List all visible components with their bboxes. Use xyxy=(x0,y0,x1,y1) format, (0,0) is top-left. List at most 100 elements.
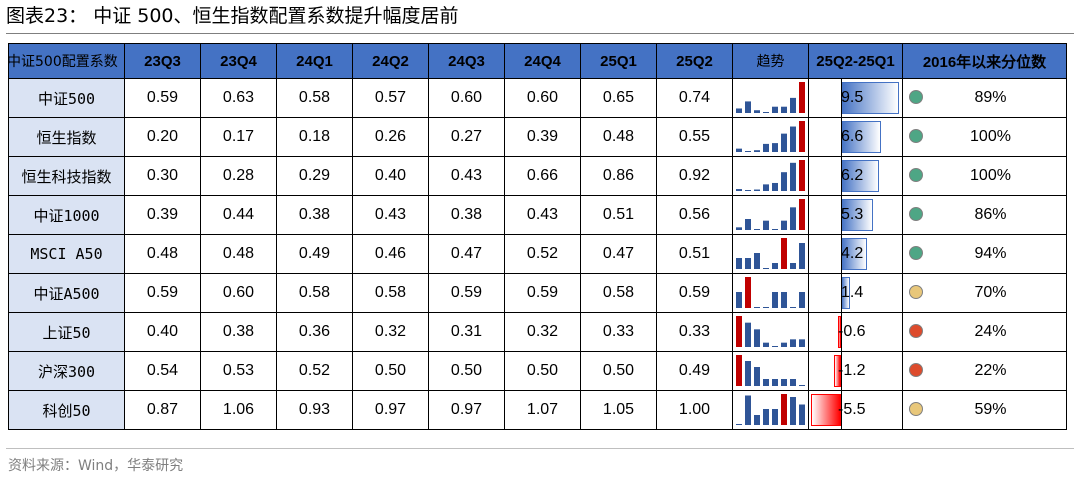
sparkline-bar xyxy=(772,143,778,152)
delta-value: -1.2 xyxy=(838,362,866,379)
sparkline-bar xyxy=(790,207,796,230)
quarter-value: 0.20 xyxy=(124,117,201,157)
quarter-value: 0.32 xyxy=(504,312,581,352)
percentile-cell: 86% xyxy=(902,195,1067,235)
delta-cell: 1.4 xyxy=(808,273,903,313)
index-name: MSCI A50 xyxy=(8,234,125,274)
quarter-value: 0.36 xyxy=(276,312,353,352)
header-quarter: 23Q4 xyxy=(200,43,277,79)
header-quarter: 23Q3 xyxy=(124,43,201,79)
sparkline-bar xyxy=(790,397,796,425)
table-row: 中证500 0.59 0.63 0.58 0.57 0.60 0.60 0.65 0.74 9.5… xyxy=(8,78,1067,118)
quarter-value: 0.54 xyxy=(124,351,201,391)
percentile-value: 70% xyxy=(974,284,1007,301)
quarter-value: 1.05 xyxy=(580,390,657,430)
percentile-value: 22% xyxy=(974,362,1007,379)
header-quarter: 25Q1 xyxy=(580,43,657,79)
quarter-value: 0.60 xyxy=(200,273,277,313)
header-quarter: 24Q3 xyxy=(428,43,505,79)
delta-axis xyxy=(841,274,842,312)
sparkline-bar xyxy=(763,184,769,191)
sparkline-bar xyxy=(745,151,751,152)
delta-cell: 6.6 xyxy=(808,117,903,157)
sparkline-chart xyxy=(736,82,805,113)
header-delta: 25Q2-25Q1 xyxy=(808,43,903,79)
sparkline-bar xyxy=(754,150,760,152)
sparkline-bar xyxy=(754,367,760,386)
sparkline-bar xyxy=(790,339,796,347)
figure-title: 图表23： 中证 500、恒生指数配置系数提升幅度居前 xyxy=(6,5,459,27)
sparkline-chart xyxy=(736,394,805,425)
delta-value: 5.3 xyxy=(841,206,864,223)
header-first: 中证500配置系数 xyxy=(8,43,125,79)
sparkline-bar xyxy=(763,307,769,308)
quarter-value: 0.56 xyxy=(656,195,733,235)
quarter-value: 0.33 xyxy=(580,312,657,352)
sparkline-bar xyxy=(736,108,742,113)
quarter-value: 0.52 xyxy=(504,234,581,274)
quarter-value: 0.47 xyxy=(428,234,505,274)
sparkline-bar xyxy=(745,219,751,230)
sparkline-bar xyxy=(781,172,787,191)
sparkline-bar xyxy=(754,110,760,113)
sparkline-chart xyxy=(736,121,805,152)
quarter-value: 0.53 xyxy=(200,351,277,391)
delta-bar xyxy=(841,121,882,153)
percentile-value: 94% xyxy=(974,245,1007,262)
delta-axis xyxy=(841,313,842,351)
quarter-value: 0.17 xyxy=(200,117,277,157)
delta-cell: 6.2 xyxy=(808,156,903,196)
sparkline-bar xyxy=(772,182,778,191)
quarter-value: 0.39 xyxy=(124,195,201,235)
status-dot-icon xyxy=(909,207,923,221)
delta-axis xyxy=(841,391,842,429)
sparkline-bar xyxy=(781,133,787,152)
delta-bar xyxy=(841,82,899,114)
delta-value: 4.2 xyxy=(841,245,864,262)
quarter-value: 0.58 xyxy=(276,273,353,313)
sparkline-bar xyxy=(799,292,805,308)
sparkline-bar xyxy=(781,106,787,113)
quarter-value: 0.43 xyxy=(352,195,429,235)
index-name: 中证1000 xyxy=(8,195,125,235)
sparkline-bar xyxy=(736,424,742,425)
quarter-value: 0.48 xyxy=(200,234,277,274)
percentile-value: 24% xyxy=(974,323,1007,340)
sparkline-bar-max xyxy=(736,316,742,347)
sparkline-bar xyxy=(763,112,769,113)
sparkline-bar xyxy=(781,292,787,308)
sparkline-bar xyxy=(754,189,760,191)
status-dot-icon xyxy=(909,363,923,377)
table-row: 恒生科技指数 0.30 0.28 0.29 0.40 0.43 0.66 0.86 0.92 6.… xyxy=(8,156,1067,196)
sparkline-bar xyxy=(745,258,751,269)
sparkline-bar xyxy=(736,227,742,230)
quarter-value: 0.46 xyxy=(352,234,429,274)
quarter-value: 0.65 xyxy=(580,78,657,118)
title-divider xyxy=(6,33,1074,34)
delta-value: 1.4 xyxy=(841,284,864,301)
sparkline-bar xyxy=(736,148,742,152)
delta-bar xyxy=(811,394,841,426)
quarter-value: 0.26 xyxy=(352,117,429,157)
table-row: 沪深300 0.54 0.53 0.52 0.50 0.50 0.50 0.50 0.49 -1.… xyxy=(8,351,1067,391)
quarter-value: 0.49 xyxy=(276,234,353,274)
trend-sparkline xyxy=(732,195,809,235)
delta-value: 6.2 xyxy=(841,167,864,184)
sparkline-bar xyxy=(754,253,760,269)
percentile-cell: 100% xyxy=(902,117,1067,157)
sparkline-bar xyxy=(781,220,787,230)
quarter-value: 0.74 xyxy=(656,78,733,118)
sparkline-bar xyxy=(763,220,769,230)
quarter-value: 0.43 xyxy=(504,195,581,235)
quarter-value: 0.51 xyxy=(580,195,657,235)
quarter-value: 0.32 xyxy=(352,312,429,352)
quarter-value: 0.86 xyxy=(580,156,657,196)
quarter-value: 0.50 xyxy=(428,351,505,391)
quarter-value: 0.59 xyxy=(656,273,733,313)
delta-bar xyxy=(834,355,841,387)
quarter-value: 0.31 xyxy=(428,312,505,352)
percentile-cell: 100% xyxy=(902,156,1067,196)
sparkline-bar xyxy=(745,101,751,113)
sparkline-bar xyxy=(772,106,778,113)
quarter-value: 0.18 xyxy=(276,117,353,157)
